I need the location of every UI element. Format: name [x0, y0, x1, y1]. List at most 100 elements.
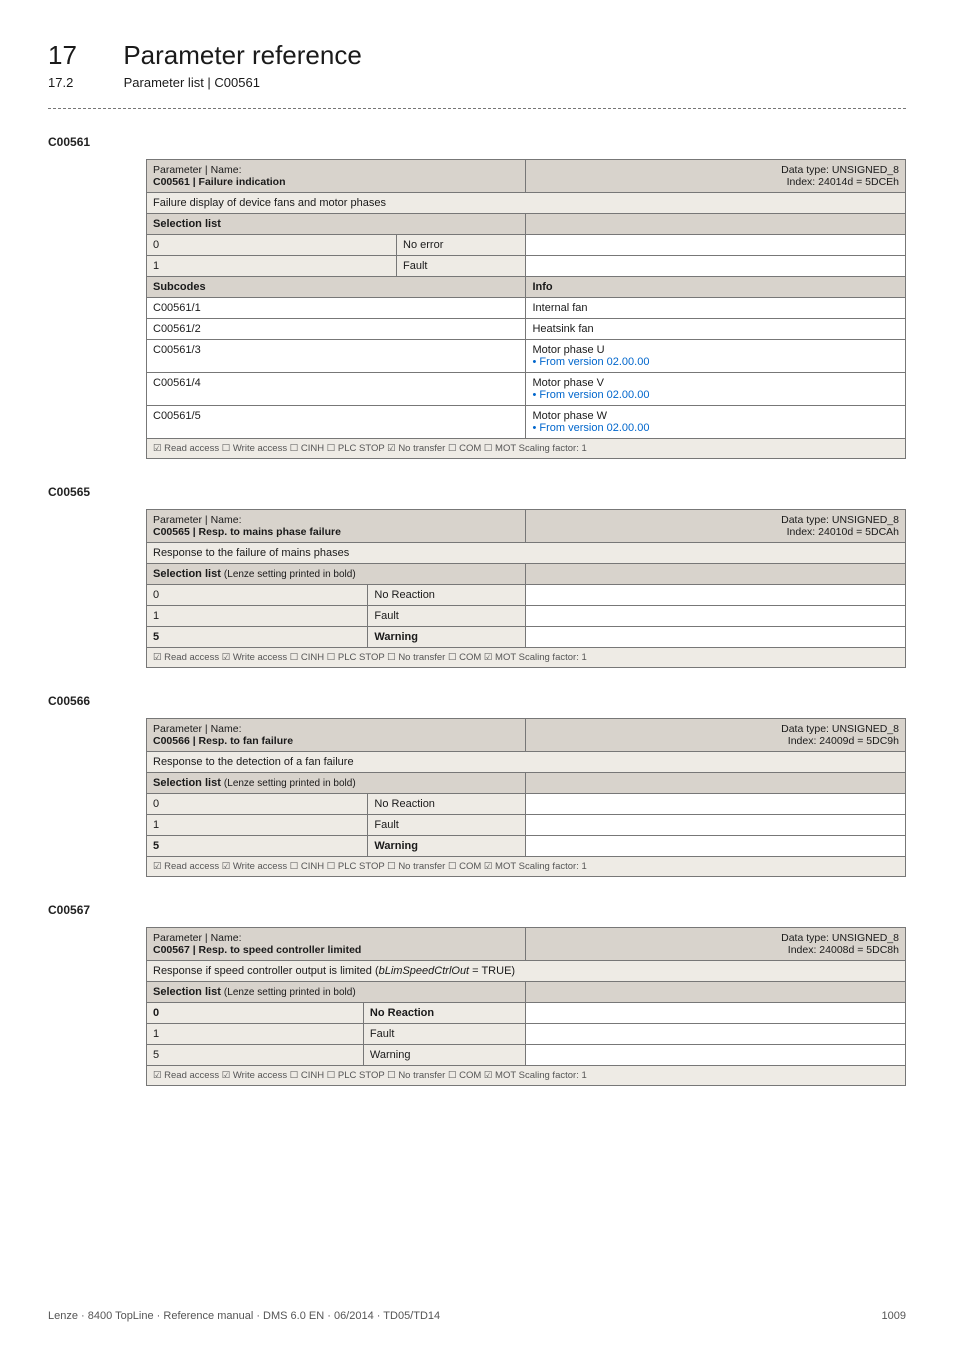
table-header-right: Data type: UNSIGNED_8 Index: 24009d = 5D…	[526, 719, 906, 752]
header-label: Parameter | Name:	[153, 514, 242, 526]
blank-cell	[526, 1024, 906, 1045]
selection-label: No Reaction	[368, 585, 526, 606]
param-code-heading: C00567	[48, 903, 906, 917]
header-index: Index: 24009d = 5DC9h	[788, 735, 899, 747]
header-datatype: Data type: UNSIGNED_8	[781, 514, 899, 526]
selection-label: Warning	[368, 627, 526, 648]
selection-label: No error	[397, 235, 526, 256]
access-row: ☑ Read access ☐ Write access ☐ CINH ☐ PL…	[147, 439, 906, 459]
selection-number: 5	[147, 1045, 364, 1066]
version-link[interactable]: • From version 02.00.00	[532, 356, 649, 368]
subcode-info: Internal fan	[526, 298, 906, 319]
param-table-c00561: Parameter | Name: C00561 | Failure indic…	[146, 159, 906, 459]
version-link[interactable]: • From version 02.00.00	[532, 389, 649, 401]
param-table-c00566: Parameter | Name: C00566 | Resp. to fan …	[146, 718, 906, 877]
footer-left: Lenze · 8400 TopLine · Reference manual …	[48, 1310, 440, 1322]
header-name: C00566 | Resp. to fan failure	[153, 735, 293, 747]
header-datatype: Data type: UNSIGNED_8	[781, 723, 899, 735]
table-header-left: Parameter | Name: C00561 | Failure indic…	[147, 160, 526, 193]
header-datatype: Data type: UNSIGNED_8	[781, 164, 899, 176]
param-table-c00567: Parameter | Name: C00567 | Resp. to spee…	[146, 927, 906, 1086]
blank-cell	[526, 564, 906, 585]
divider	[48, 108, 906, 109]
header-label: Parameter | Name:	[153, 932, 242, 944]
page-number: 1009	[882, 1310, 906, 1322]
selection-number: 1	[147, 606, 368, 627]
selection-number: 1	[147, 1024, 364, 1045]
param-code-heading: C00561	[48, 135, 906, 149]
blank-cell	[526, 815, 906, 836]
section-line: 17.2 Parameter list | C00561	[48, 75, 906, 90]
selection-number: 1	[147, 256, 397, 277]
header-label: Parameter | Name:	[153, 164, 242, 176]
selection-label: Fault	[363, 1024, 526, 1045]
info-header: Info	[526, 277, 906, 298]
table-header-left: Parameter | Name: C00566 | Resp. to fan …	[147, 719, 526, 752]
selection-number: 0	[147, 1003, 364, 1024]
subcode: C00561/5	[147, 406, 526, 439]
blank-cell	[526, 794, 906, 815]
info-text: Motor phase U	[532, 344, 604, 356]
table-header-left: Parameter | Name: C00565 | Resp. to main…	[147, 510, 526, 543]
selection-number: 1	[147, 815, 368, 836]
selection-number: 0	[147, 585, 368, 606]
selection-list-header: Selection list	[147, 214, 526, 235]
subcode: C00561/3	[147, 340, 526, 373]
selection-label: No Reaction	[368, 794, 526, 815]
selection-label: Fault	[368, 815, 526, 836]
subcode-info: Motor phase W • From version 02.00.00	[526, 406, 906, 439]
selection-list-header: Selection list (Lenze setting printed in…	[147, 773, 526, 794]
subcode: C00561/1	[147, 298, 526, 319]
subcode-info: Heatsink fan	[526, 319, 906, 340]
selection-number: 0	[147, 235, 397, 256]
selection-label: Fault	[368, 606, 526, 627]
table-header-right: Data type: UNSIGNED_8 Index: 24014d = 5D…	[526, 160, 906, 193]
info-text: Motor phase W	[532, 410, 607, 422]
section-title: Parameter list | C00561	[124, 75, 260, 90]
subcode: C00561/2	[147, 319, 526, 340]
table-description: Response to the detection of a fan failu…	[147, 752, 906, 773]
blank-cell	[526, 627, 906, 648]
version-link[interactable]: • From version 02.00.00	[532, 422, 649, 434]
page-footer: Lenze · 8400 TopLine · Reference manual …	[48, 1310, 906, 1322]
selection-label: Fault	[397, 256, 526, 277]
blank-cell	[526, 836, 906, 857]
blank-cell	[526, 585, 906, 606]
header-name: C00565 | Resp. to mains phase failure	[153, 526, 341, 538]
selection-label: No Reaction	[363, 1003, 526, 1024]
blank-cell	[526, 1003, 906, 1024]
header-index: Index: 24008d = 5DC8h	[788, 944, 899, 956]
param-table-c00565: Parameter | Name: C00565 | Resp. to main…	[146, 509, 906, 668]
section-number: 17.2	[48, 75, 120, 90]
selection-list-header: Selection list (Lenze setting printed in…	[147, 982, 526, 1003]
header-name: C00567 | Resp. to speed controller limit…	[153, 944, 361, 956]
blank-cell	[526, 235, 906, 256]
table-header-right: Data type: UNSIGNED_8 Index: 24008d = 5D…	[526, 928, 906, 961]
chapter-title: Parameter reference	[123, 40, 361, 71]
blank-cell	[526, 982, 906, 1003]
selection-label: Warning	[368, 836, 526, 857]
header-label: Parameter | Name:	[153, 723, 242, 735]
chapter-number: 17	[48, 40, 120, 71]
header-name: C00561 | Failure indication	[153, 176, 285, 188]
subcodes-header: Subcodes	[147, 277, 526, 298]
selection-number: 5	[147, 627, 368, 648]
blank-cell	[526, 606, 906, 627]
selection-label: Warning	[363, 1045, 526, 1066]
header-index: Index: 24010d = 5DCAh	[787, 526, 899, 538]
selection-number: 0	[147, 794, 368, 815]
subcode-info: Motor phase V • From version 02.00.00	[526, 373, 906, 406]
selection-number: 5	[147, 836, 368, 857]
table-header-right: Data type: UNSIGNED_8 Index: 24010d = 5D…	[526, 510, 906, 543]
header-datatype: Data type: UNSIGNED_8	[781, 932, 899, 944]
access-row: ☑ Read access ☑ Write access ☐ CINH ☐ PL…	[147, 857, 906, 877]
selection-list-header: Selection list (Lenze setting printed in…	[147, 564, 526, 585]
table-description: Response if speed controller output is l…	[147, 961, 906, 982]
table-header-left: Parameter | Name: C00567 | Resp. to spee…	[147, 928, 526, 961]
access-row: ☑ Read access ☑ Write access ☐ CINH ☐ PL…	[147, 648, 906, 668]
table-description: Response to the failure of mains phases	[147, 543, 906, 564]
blank-cell	[526, 773, 906, 794]
blank-cell	[526, 1045, 906, 1066]
info-text: Motor phase V	[532, 377, 604, 389]
subcode-info: Motor phase U • From version 02.00.00	[526, 340, 906, 373]
